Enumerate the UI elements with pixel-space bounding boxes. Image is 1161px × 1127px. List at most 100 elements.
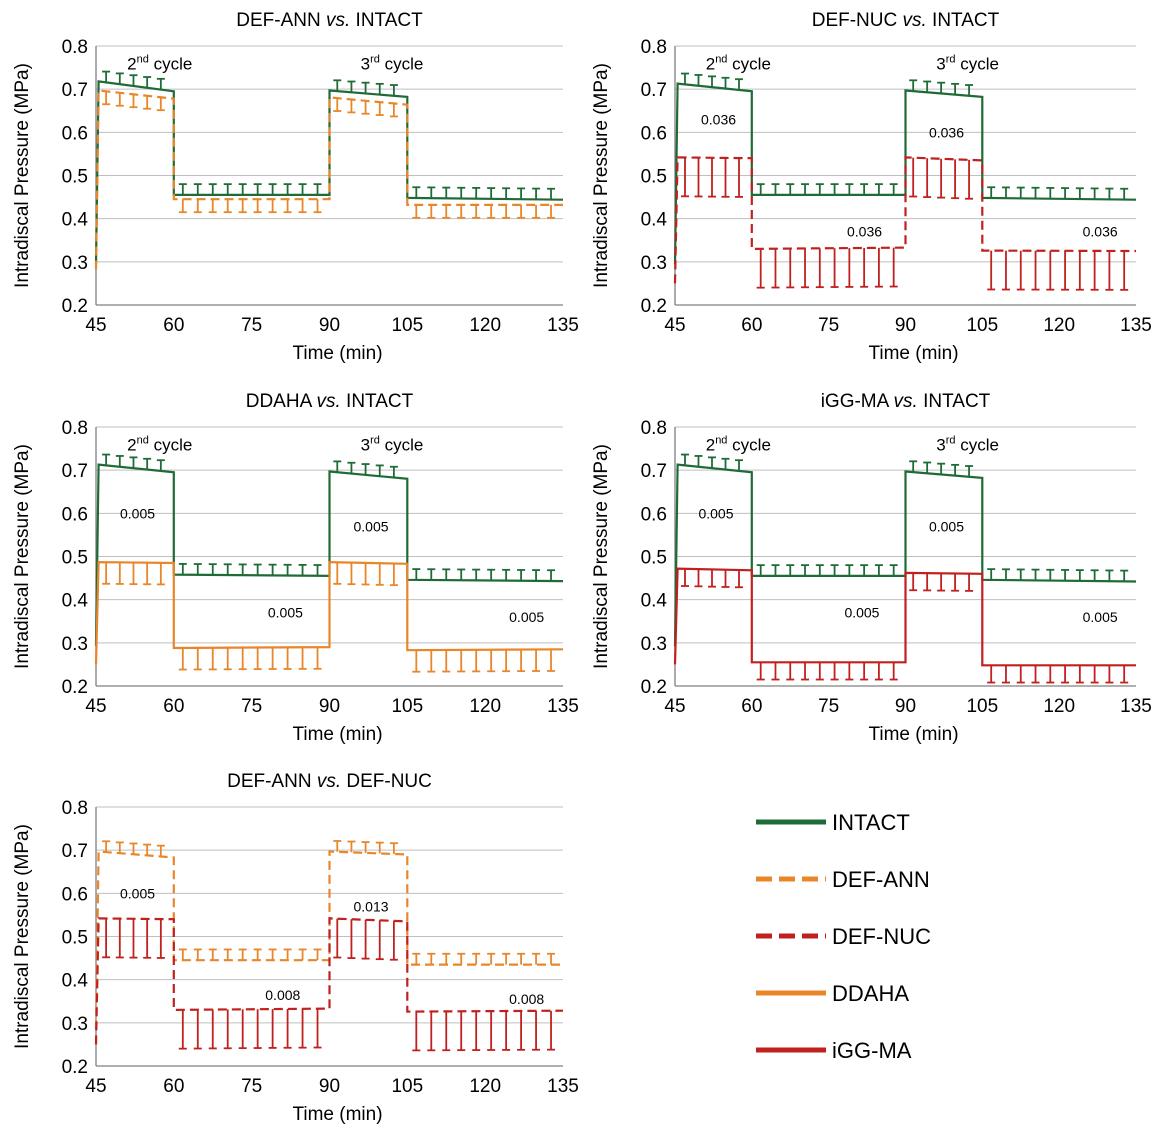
chart-title-part: INTACT — [350, 10, 423, 31]
x-tick-label: 60 — [741, 315, 762, 336]
chart-title-part: vs. — [903, 10, 927, 31]
y-axis-label: Intradiscal Pressure (MPa) — [591, 63, 612, 288]
chart-title-part: DEF-NUC — [812, 10, 903, 31]
cycle-label-suffix: rd — [946, 434, 956, 446]
x-tick-label: 45 — [85, 315, 106, 336]
p-value-label: 0.005 — [120, 505, 155, 521]
chart-title-part: DDAHA — [246, 391, 317, 412]
chart-title-part: vs. — [316, 391, 340, 412]
cycle-label-suffix: rd — [946, 53, 956, 65]
x-axis-label: Time (min) — [868, 724, 958, 745]
chart-title-part: DEF-NUC — [341, 771, 432, 792]
chart-panel: DEF-NUC vs. INTACT 0.2 0.3 0.4 0.5 0.6 0.7 0.8 4… — [591, 10, 1152, 364]
x-tick-label: 90 — [895, 315, 916, 336]
legend-entry: INTACT — [756, 810, 910, 835]
y-tick-label: 0.2 — [641, 296, 667, 317]
x-tick-label: 45 — [85, 1076, 106, 1097]
p-value-label: 0.005 — [120, 885, 155, 901]
legend-entry: iGG-MA — [756, 1038, 912, 1063]
cycle-label-number: 3 — [361, 435, 370, 454]
x-tick-label: 135 — [547, 315, 579, 336]
y-axis-label: Intradiscal Pressure (MPa) — [12, 824, 33, 1049]
cycle-label-suffix: nd — [715, 53, 727, 65]
y-tick-label: 0.8 — [62, 798, 88, 819]
y-tick-label: 0.6 — [641, 123, 667, 144]
x-tick-label: 135 — [1120, 315, 1152, 336]
legend-label: INTACT — [832, 810, 910, 835]
x-axis-label: Time (min) — [292, 724, 382, 745]
x-tick-label: 105 — [391, 315, 423, 336]
legend-label: iGG-MA — [832, 1038, 912, 1063]
y-tick-label: 0.8 — [641, 418, 667, 439]
y-axis-label: Intradiscal Pressure (MPa) — [12, 63, 33, 288]
y-tick-label: 0.5 — [62, 548, 88, 569]
x-tick-label: 75 — [241, 315, 262, 336]
cycle-label-number: 2 — [706, 54, 715, 73]
x-tick-label: 75 — [241, 1076, 262, 1097]
x-tick-label: 75 — [818, 315, 839, 336]
legend-entry: DDAHA — [756, 981, 909, 1006]
cycle-label-text: cycle — [149, 54, 192, 73]
cycle-label-text: cycle — [149, 435, 192, 454]
x-tick-label: 75 — [241, 696, 262, 717]
y-tick-label: 0.2 — [62, 1057, 88, 1078]
p-value-label: 0.005 — [509, 609, 544, 625]
chart-panel: DDAHA vs. INTACT 0.2 0.3 0.4 0.5 0.6 0.7 0.8 45 6… — [12, 391, 579, 745]
cycle-label: 3rd cycle — [361, 53, 424, 73]
x-tick-label: 90 — [319, 696, 340, 717]
x-tick-label: 45 — [664, 315, 685, 336]
cycle-label-suffix: rd — [370, 434, 380, 446]
y-tick-label: 0.5 — [62, 928, 88, 949]
cycle-label-text: cycle — [380, 54, 423, 73]
chart-panel: DEF-ANN vs. INTACT 0.2 0.3 0.4 0.5 0.6 0.7 0.8 4… — [12, 10, 579, 364]
y-tick-label: 0.5 — [62, 167, 88, 188]
p-value-label: 0.005 — [353, 518, 388, 534]
legend-label: DEF-NUC — [832, 924, 931, 949]
p-value-label: 0.036 — [929, 124, 964, 140]
y-tick-label: 0.7 — [641, 80, 667, 101]
y-tick-label: 0.8 — [641, 37, 667, 58]
plots: DEF-ANN vs. INTACT 0.2 0.3 0.4 0.5 0.6 0.7 0.8 4… — [12, 10, 1152, 1125]
x-tick-label: 120 — [469, 696, 501, 717]
y-tick-label: 0.8 — [62, 418, 88, 439]
y-tick-label: 0.4 — [641, 591, 668, 612]
y-tick-label: 0.3 — [62, 253, 88, 274]
cycle-label: 3rd cycle — [936, 434, 999, 454]
chart-title-part: INTACT — [927, 10, 1000, 31]
p-value-label: 0.036 — [1083, 224, 1118, 240]
x-tick-label: 90 — [895, 696, 916, 717]
legend: INTACT DEF-ANN DEF-NUC DDAHA iGG-MA — [756, 810, 931, 1063]
chart-title: DDAHA vs. INTACT — [246, 391, 414, 412]
chart-title-part: INTACT — [341, 391, 414, 412]
x-tick-label: 105 — [966, 315, 998, 336]
y-tick-label: 0.6 — [62, 884, 88, 905]
x-tick-label: 45 — [85, 696, 106, 717]
y-tick-label: 0.4 — [62, 591, 89, 612]
x-tick-label: 60 — [741, 696, 762, 717]
legend-label: DDAHA — [832, 981, 909, 1006]
y-tick-label: 0.7 — [641, 461, 667, 482]
cycle-label-number: 2 — [706, 435, 715, 454]
x-tick-label: 105 — [966, 696, 998, 717]
y-tick-label: 0.3 — [641, 634, 667, 655]
y-tick-label: 0.4 — [641, 210, 668, 231]
cycle-label-text: cycle — [727, 54, 770, 73]
x-axis-label: Time (min) — [292, 343, 382, 364]
y-tick-label: 0.5 — [641, 167, 667, 188]
cycle-label-number: 3 — [936, 435, 945, 454]
p-value-label: 0.005 — [844, 605, 879, 621]
p-value-label: 0.008 — [265, 987, 300, 1003]
cycle-label-text: cycle — [380, 435, 423, 454]
chart-title: DEF-ANN vs. INTACT — [236, 10, 423, 31]
cycle-label-text: cycle — [727, 435, 770, 454]
y-tick-label: 0.5 — [641, 548, 667, 569]
legend-entry: DEF-NUC — [756, 924, 931, 949]
y-tick-label: 0.7 — [62, 461, 88, 482]
y-tick-label: 0.7 — [62, 80, 88, 101]
p-value-label: 0.008 — [509, 991, 544, 1007]
x-axis-label: Time (min) — [292, 1104, 382, 1125]
x-tick-label: 120 — [1043, 696, 1075, 717]
y-tick-label: 0.3 — [62, 1014, 88, 1035]
cycle-label: 2nd cycle — [127, 53, 192, 73]
